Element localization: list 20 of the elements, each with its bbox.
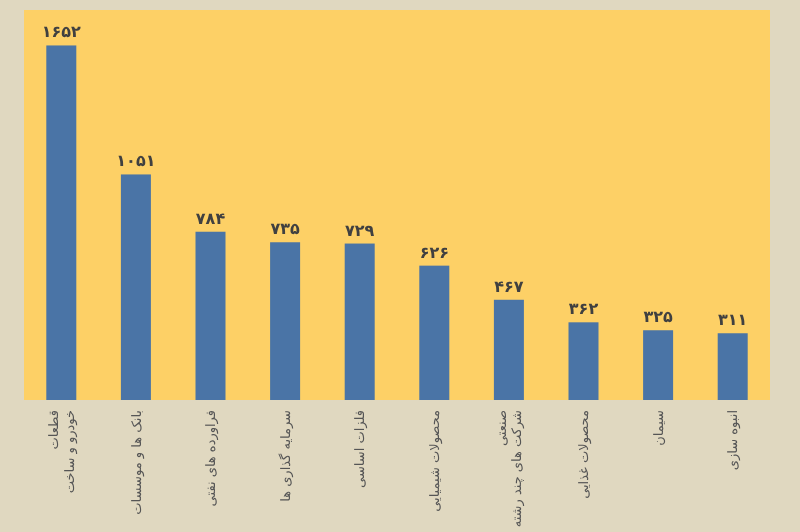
data-label: ۳۶۲	[568, 300, 599, 319]
bar	[643, 330, 674, 400]
data-label: ۷۸۴	[195, 209, 226, 228]
data-label: ۷۲۹	[345, 221, 375, 240]
data-label: ۱۰۵۱	[116, 152, 156, 171]
data-label: ۶۲۶	[419, 243, 450, 262]
bar	[270, 242, 301, 400]
data-label: ۴۶۷	[494, 277, 524, 296]
bar	[568, 322, 599, 400]
data-label: ۷۳۵	[270, 220, 300, 239]
bar	[419, 265, 450, 400]
data-label: ۳۱۱	[718, 311, 748, 330]
bar	[195, 231, 226, 400]
bar	[344, 243, 375, 400]
data-label: ۱۶۵۲	[41, 23, 82, 42]
bar	[46, 45, 77, 400]
bar	[120, 174, 151, 400]
data-label: ۳۲۵	[643, 308, 673, 327]
bar	[493, 299, 524, 400]
bar	[717, 333, 748, 400]
